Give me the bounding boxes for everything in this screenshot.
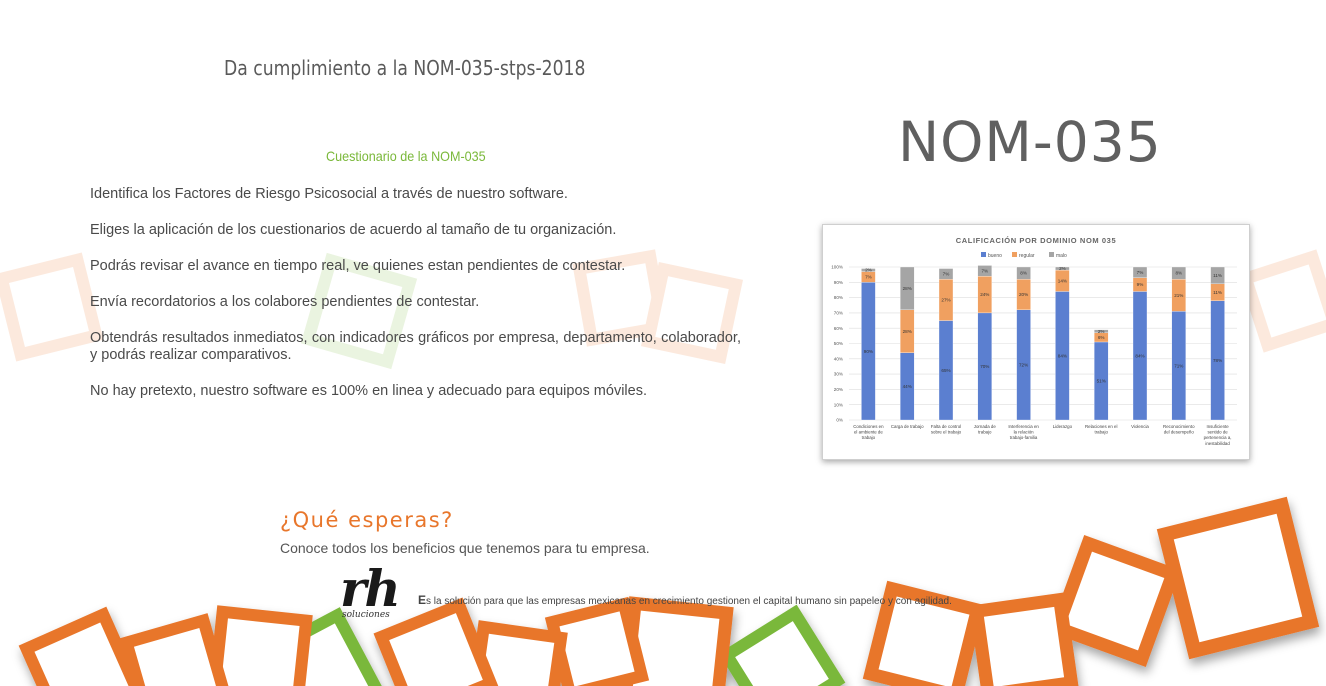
bar-malo: [1210, 266, 1225, 284]
logo-subtext: soluciones: [342, 610, 390, 620]
chart-card: CALIFICACIÓN POR DOMINIO NOM 035 bueno reg…: [822, 224, 1250, 460]
data-label-bueno: 44%: [903, 384, 912, 389]
bar-malo: [1132, 266, 1148, 278]
y-tick-label: 90%: [834, 280, 843, 285]
data-label-bueno: 78%: [1213, 358, 1222, 363]
feature-item: Obtendrás resultados inmediatos, con ind…: [90, 330, 741, 363]
feature-item: Podrás revisar el avance en tiempo real,…: [90, 258, 626, 274]
data-label-regular: 20%: [1019, 292, 1028, 297]
stacked-bar-chart: CALIFICACIÓN POR DOMINIO NOM 035 bueno reg…: [831, 236, 1237, 446]
chart-title: CALIFICACIÓN POR DOMINIO NOM 035: [956, 236, 1116, 245]
data-label-regular: 9%: [1137, 282, 1144, 287]
feature-item: Identifica los Factores de Riesgo Psicos…: [90, 186, 568, 202]
data-label-malo: 2%: [865, 268, 872, 273]
data-label-regular: 11%: [1213, 290, 1222, 295]
company-tagline: Es la solución para que las empresas mex…: [418, 593, 952, 607]
tagline-text: s la solución para que las empresas mexi…: [426, 596, 952, 607]
x-tick-label: trabajo: [862, 435, 876, 440]
x-tick-label: Jornada de: [974, 424, 997, 429]
x-tick-label: la relación: [1014, 430, 1035, 435]
data-label-malo: 2%: [1059, 266, 1066, 271]
x-tick-label: pertenencia a,: [1204, 435, 1232, 440]
data-label-bueno: 84%: [1058, 353, 1067, 358]
x-tick-label: Falta de control: [931, 424, 961, 429]
legend-swatch-bueno: [981, 252, 986, 257]
bar-malo: [977, 265, 992, 277]
data-label-bueno: 70%: [980, 364, 989, 369]
data-label-malo: 7%: [981, 268, 988, 273]
bar-malo: [900, 266, 915, 310]
data-label-malo: 2%: [1098, 329, 1105, 334]
x-tick-label: Carga de trabajo: [891, 424, 924, 429]
bar-malo: [1016, 266, 1031, 280]
x-tick-label: trabajo: [1094, 430, 1108, 435]
data-label-malo: 8%: [1175, 271, 1182, 276]
x-tick-label: Relaciones en el: [1085, 424, 1117, 429]
bar-malo: [1055, 266, 1070, 271]
y-tick-label: 40%: [834, 356, 843, 361]
y-tick-label: 10%: [834, 402, 843, 407]
data-label-bueno: 84%: [1135, 353, 1144, 358]
x-tick-label: Liderazgo: [1053, 424, 1073, 429]
y-tick-label: 20%: [834, 387, 843, 392]
bar-malo: [1094, 329, 1109, 333]
data-label-regular: 7%: [865, 275, 872, 280]
logo-mark: rh: [340, 559, 401, 618]
x-tick-label: trabajo-familia: [1010, 435, 1038, 440]
bar-malo: [861, 268, 876, 272]
legend-swatch-malo: [1049, 252, 1054, 257]
data-label-regular: 21%: [1174, 293, 1183, 298]
x-tick-label: el ambiente de: [854, 430, 883, 435]
feature-item: Eliges la aplicación de los cuestionario…: [90, 222, 617, 238]
data-label-malo: 28%: [903, 286, 912, 291]
tagline-first-letter: E: [418, 593, 427, 607]
x-tick-label: del desempeño: [1164, 430, 1195, 435]
page-headline: Da cumplimiento a la NOM-035-stps-2018: [224, 56, 586, 80]
section-subhead: Cuestionario de la NOM-035: [326, 148, 486, 164]
y-tick-label: 60%: [834, 326, 843, 331]
data-label-bueno: 71%: [1174, 363, 1183, 368]
legend-label-malo: malo: [1056, 253, 1067, 259]
bar-malo: [1171, 266, 1186, 280]
data-label-bueno: 72%: [1019, 363, 1028, 368]
x-tick-label: sentido de: [1207, 430, 1228, 435]
y-tick-label: 0%: [836, 418, 843, 423]
data-label-malo: 7%: [1137, 270, 1144, 275]
feature-list: Identifica los Factores de Riesgo Psicos…: [90, 186, 741, 419]
data-label-regular: 6%: [1098, 335, 1105, 340]
data-label-malo: 7%: [943, 271, 950, 276]
x-tick-label: Condiciones en: [853, 424, 884, 429]
y-tick-label: 70%: [834, 311, 843, 316]
data-label-regular: 14%: [1058, 278, 1067, 283]
x-tick-label: Reconocimiento: [1163, 424, 1195, 429]
y-tick-label: 80%: [834, 295, 843, 300]
legend-label-regular: regular: [1019, 253, 1035, 259]
data-label-bueno: 65%: [941, 368, 950, 373]
feature-item: Envía recordatorios a los colabores pend…: [90, 294, 480, 310]
x-tick-label: Insuficiente: [1206, 424, 1229, 429]
x-tick-label: Violencia: [1131, 424, 1149, 429]
data-label-regular: 28%: [903, 329, 912, 334]
cta-text: Conoce todos los beneficios que tenemos …: [280, 540, 650, 556]
data-label-regular: 24%: [980, 292, 989, 297]
bar-malo: [938, 268, 954, 280]
x-tick-label: trabajo: [978, 430, 992, 435]
x-tick-label: sobre el trabajo: [931, 430, 962, 435]
y-tick-label: 30%: [834, 372, 843, 377]
x-tick-label: inestabilidad: [1205, 441, 1230, 446]
data-label-malo: 11%: [1213, 273, 1222, 278]
data-label-bueno: 90%: [864, 349, 873, 354]
legend-label-bueno: bueno: [988, 253, 1002, 259]
data-label-bueno: 51%: [1097, 379, 1106, 384]
y-tick-label: 100%: [831, 265, 843, 270]
legend-swatch-regular: [1012, 252, 1017, 257]
cta-title: ¿Qué esperas?: [280, 508, 454, 532]
data-label-malo: 8%: [1020, 271, 1027, 276]
company-logo: rh soluciones: [338, 559, 408, 625]
y-tick-label: 50%: [834, 341, 843, 346]
x-tick-label: Interferencia en: [1008, 424, 1039, 429]
feature-item: No hay pretexto, nuestro software es 100…: [90, 383, 647, 399]
data-label-regular: 27%: [941, 297, 950, 302]
brand-title: NOM-035: [898, 110, 1162, 174]
